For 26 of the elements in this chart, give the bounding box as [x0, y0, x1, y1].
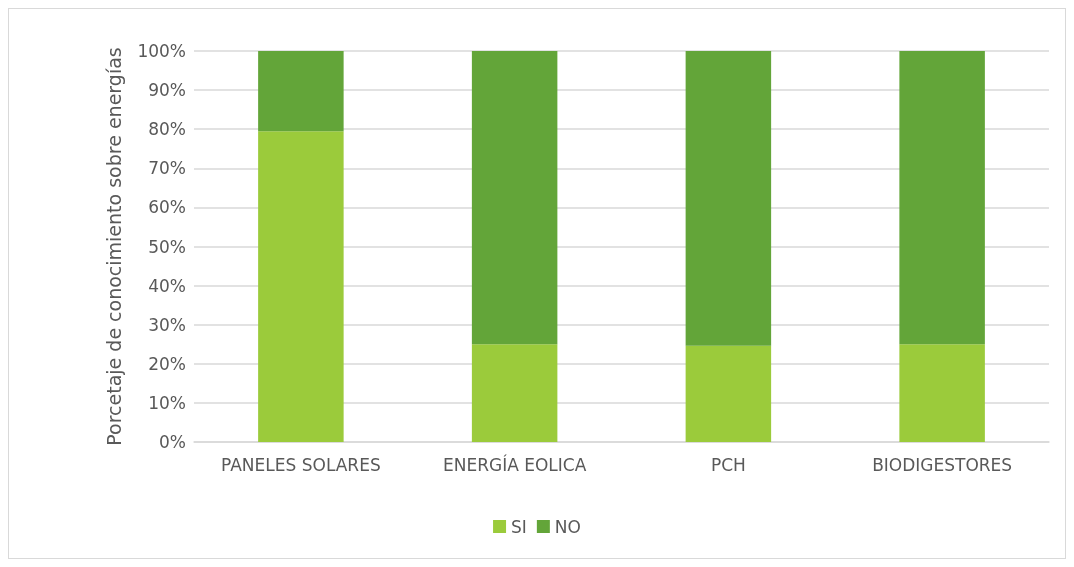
y-tick-label: 70% [148, 158, 186, 179]
x-tick-label: PANELES SOLARES [221, 454, 381, 475]
bar [258, 131, 344, 442]
x-tick-label: BIODIGESTORES [872, 454, 1013, 475]
y-tick-label: 40% [148, 275, 186, 296]
bar [899, 344, 985, 442]
x-tick-label: ENERGÍA EOLICA [442, 453, 587, 475]
y-tick-label: 90% [148, 80, 186, 101]
y-tick-label: 20% [148, 353, 186, 374]
y-tick-label: 60% [148, 197, 186, 218]
bar [685, 345, 772, 442]
y-tick-label: 30% [148, 314, 186, 335]
y-tick-label: 80% [148, 119, 186, 140]
legend-label: SI [511, 516, 527, 537]
legend-label: NO [554, 516, 581, 537]
bar [471, 51, 558, 345]
y-tick-label: 0% [159, 432, 186, 452]
bar [899, 51, 985, 345]
y-tick-label: 10% [148, 392, 186, 413]
y-tick-label: 50% [148, 236, 186, 257]
x-tick-label: PCH [710, 454, 746, 475]
bar [685, 51, 772, 346]
y-tick-label: 100% [137, 41, 186, 61]
bar [258, 51, 344, 132]
y-axis-title: Porcetaje de conocimiento sobre energías [103, 47, 126, 446]
bar [471, 344, 558, 442]
